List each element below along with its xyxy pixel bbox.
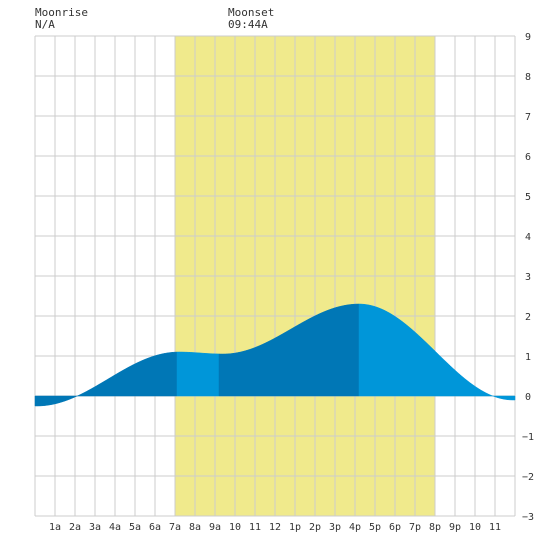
x-tick-label: 5p [369, 522, 381, 533]
y-tick-label: 4 [525, 232, 531, 243]
x-tick-label: 11 [249, 522, 261, 533]
x-tick-label: 7p [409, 522, 421, 533]
x-tick-label: 4p [349, 522, 361, 533]
x-tick-label: 12 [269, 522, 281, 533]
tide-area-segment [34, 351, 178, 407]
x-tick-label: 6p [389, 522, 401, 533]
x-tick-label: 11 [489, 522, 501, 533]
grid-layer [34, 35, 516, 517]
y-tick-label: 3 [525, 272, 531, 283]
x-tick-label: 2a [69, 522, 81, 533]
x-tick-label: 10 [229, 522, 241, 533]
tide-area-segment [176, 351, 220, 397]
tide-area-layer [34, 303, 516, 407]
x-tick-label: 4a [109, 522, 121, 533]
x-tick-label: 9a [209, 522, 221, 533]
y-tick-label: 5 [525, 192, 531, 203]
x-tick-label: 1p [289, 522, 301, 533]
y-tick-label: 2 [525, 312, 531, 323]
y-axis-ticks: −3 −2 −1 0 1 2 3 4 5 6 7 8 9 [522, 32, 534, 523]
x-tick-label: 1a [49, 522, 61, 533]
moonset-label: Moonset [228, 6, 275, 19]
moonrise-label: Moonrise [35, 6, 88, 19]
y-tick-label: 0 [525, 392, 531, 403]
x-axis-ticks: 1a 2a 3a 4a 5a 6a 7a 8a 9a 10 11 12 1p 2p 3p 4p 5p 6p 7p 8p… [49, 522, 501, 533]
x-tick-label: 10 [469, 522, 481, 533]
y-tick-label: −1 [522, 432, 534, 443]
y-tick-label: 7 [525, 112, 531, 123]
x-tick-label: 8a [189, 522, 201, 533]
y-tick-label: −3 [522, 512, 534, 523]
x-tick-label: 5a [129, 522, 141, 533]
y-tick-label: 8 [525, 72, 531, 83]
y-tick-label: 9 [525, 32, 531, 43]
x-tick-label: 6a [149, 522, 161, 533]
x-tick-label: 8p [429, 522, 441, 533]
moonrise-value: N/A [35, 18, 55, 31]
tide-area-segment [218, 303, 360, 397]
tide-area-segment [358, 303, 516, 401]
x-tick-label: 2p [309, 522, 321, 533]
y-tick-label: 6 [525, 152, 531, 163]
x-tick-label: 3a [89, 522, 101, 533]
x-tick-label: 9p [449, 522, 461, 533]
y-tick-label: −2 [522, 472, 534, 483]
x-tick-label: 7a [169, 522, 181, 533]
x-tick-label: 3p [329, 522, 341, 533]
y-tick-label: 1 [525, 352, 531, 363]
moonset-value: 09:44A [228, 18, 268, 31]
